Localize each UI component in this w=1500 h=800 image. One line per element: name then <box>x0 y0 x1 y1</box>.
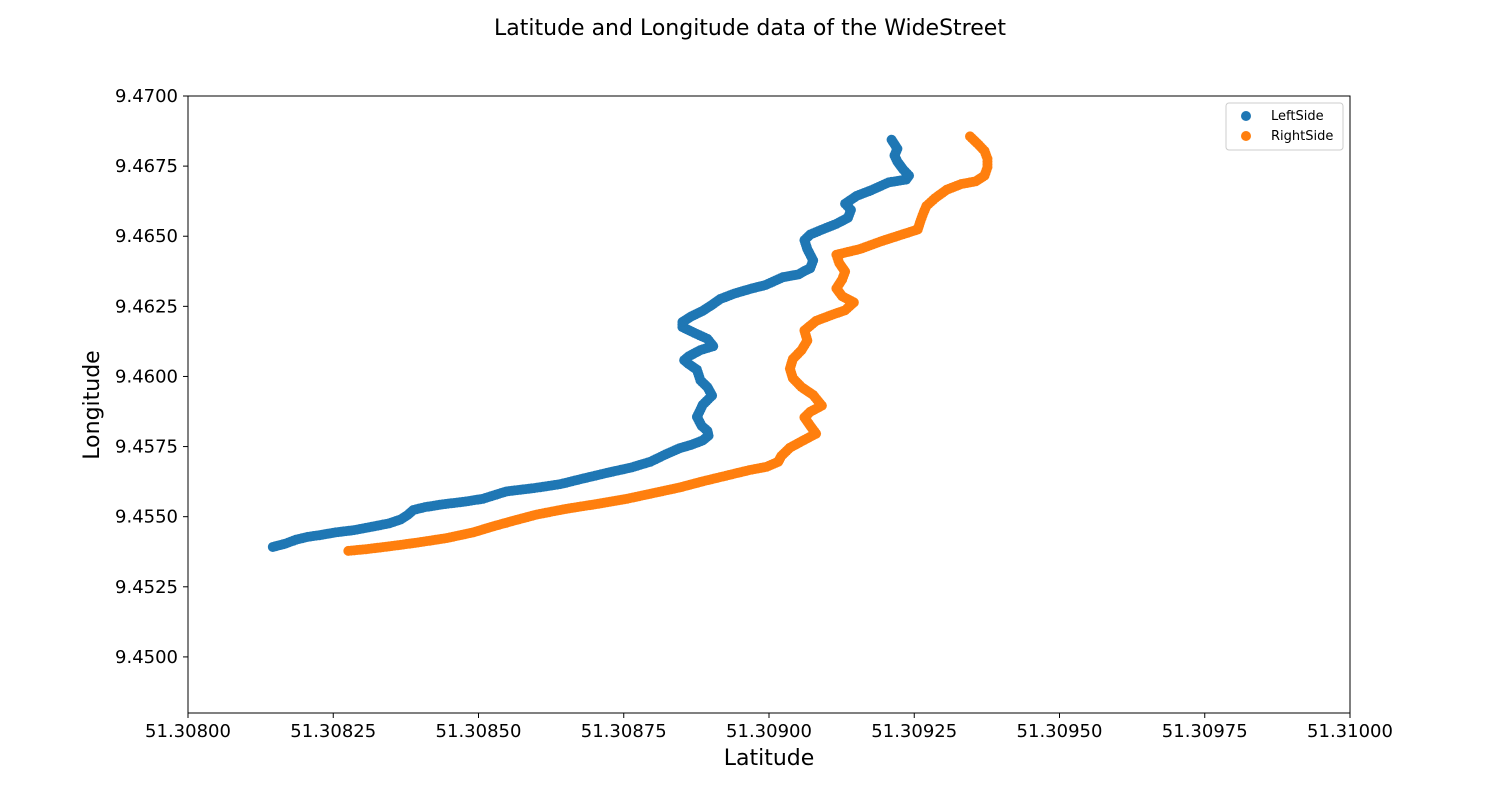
y-tick-label: 9.4575 <box>115 437 178 458</box>
x-tick-label: 51.31000 <box>1307 721 1393 742</box>
x-tick-label: 51.30900 <box>726 721 812 742</box>
plot-frame <box>187 95 1351 714</box>
series-leftside <box>267 134 915 552</box>
legend-box <box>1225 102 1344 151</box>
x-tick-label: 51.30875 <box>581 721 667 742</box>
series-rightside <box>343 131 993 556</box>
legend-marker-rightside <box>1241 131 1251 141</box>
x-tick-label: 51.30825 <box>290 721 376 742</box>
x-tick-label: 51.30975 <box>1162 721 1248 742</box>
data-point <box>886 134 897 145</box>
y-tick-label: 9.4700 <box>115 86 178 107</box>
plot-points <box>267 131 993 556</box>
y-tick-label: 9.4650 <box>115 226 178 247</box>
legend-marker-leftside <box>1241 111 1251 121</box>
x-tick-label: 51.30800 <box>145 721 231 742</box>
x-tick-label: 51.30925 <box>871 721 957 742</box>
y-tick-label: 9.4625 <box>115 296 178 317</box>
x-axis-ticks: 51.30800 51.30825 51.30850 51.30875 51.30900… <box>145 713 1393 742</box>
data-point <box>965 131 976 142</box>
x-tick-label: 51.30850 <box>436 721 522 742</box>
y-tick-label: 9.4500 <box>115 647 178 668</box>
y-tick-label: 9.4550 <box>115 507 178 528</box>
y-axis-ticks: 9.4500 9.4525 9.4550 9.4575 9.4600 9.4625 9.46… <box>115 86 188 668</box>
y-axis-label: Longitude <box>80 350 105 459</box>
legend: LeftSide RightSide <box>1225 102 1344 151</box>
legend-label-rightside: RightSide <box>1271 129 1333 144</box>
y-tick-label: 9.4675 <box>115 156 178 177</box>
y-tick-label: 9.4525 <box>115 577 178 598</box>
legend-label-leftside: LeftSide <box>1271 109 1324 124</box>
x-tick-label: 51.30950 <box>1017 721 1103 742</box>
chart-title: Latitude and Longitude data of the WideS… <box>494 16 1006 41</box>
y-tick-label: 9.4600 <box>115 366 178 387</box>
x-axis-label: Latitude <box>724 746 815 771</box>
